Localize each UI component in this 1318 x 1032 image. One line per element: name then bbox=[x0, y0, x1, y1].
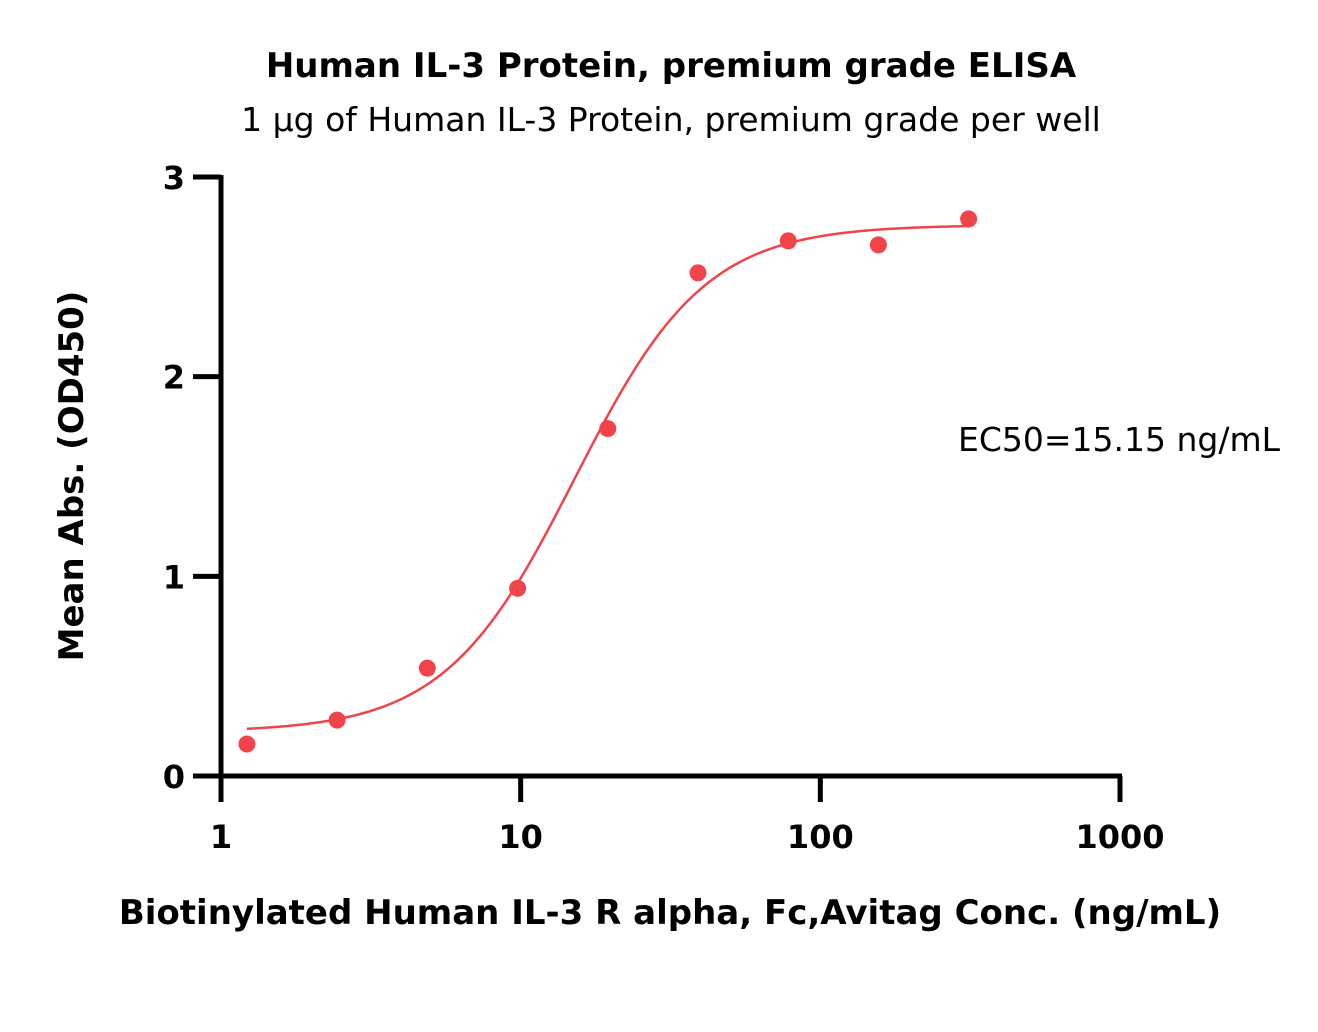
data-point bbox=[509, 579, 527, 597]
y-tick-label: 3 bbox=[163, 159, 185, 197]
x-tick-label: 1000 bbox=[1075, 818, 1164, 856]
fit-curve bbox=[246, 224, 969, 731]
data-point bbox=[960, 210, 978, 228]
data-point bbox=[779, 232, 797, 250]
y-tick-label: 1 bbox=[163, 558, 185, 596]
x-axis-label: Biotinylated Human IL-3 R alpha, Fc,Avit… bbox=[118, 893, 1222, 933]
x-tick-label: 100 bbox=[787, 818, 854, 856]
ec50-annotation: EC50=15.15 ng/mL bbox=[958, 420, 1281, 459]
y-tick-label: 0 bbox=[163, 758, 185, 796]
chart-subtitle: 1 μg of Human IL-3 Protein, premium grad… bbox=[241, 100, 1101, 139]
chart-title: Human IL-3 Protein, premium grade ELISA bbox=[265, 46, 1077, 86]
data-point bbox=[418, 659, 436, 677]
data-point bbox=[238, 735, 256, 753]
y-tick-label: 2 bbox=[163, 359, 185, 397]
data-point bbox=[328, 711, 346, 729]
x-tick-label: 1 bbox=[210, 818, 232, 856]
x-tick-label: 10 bbox=[498, 818, 543, 856]
data-point bbox=[869, 236, 887, 254]
data-point bbox=[599, 420, 617, 438]
data-point bbox=[689, 264, 707, 282]
